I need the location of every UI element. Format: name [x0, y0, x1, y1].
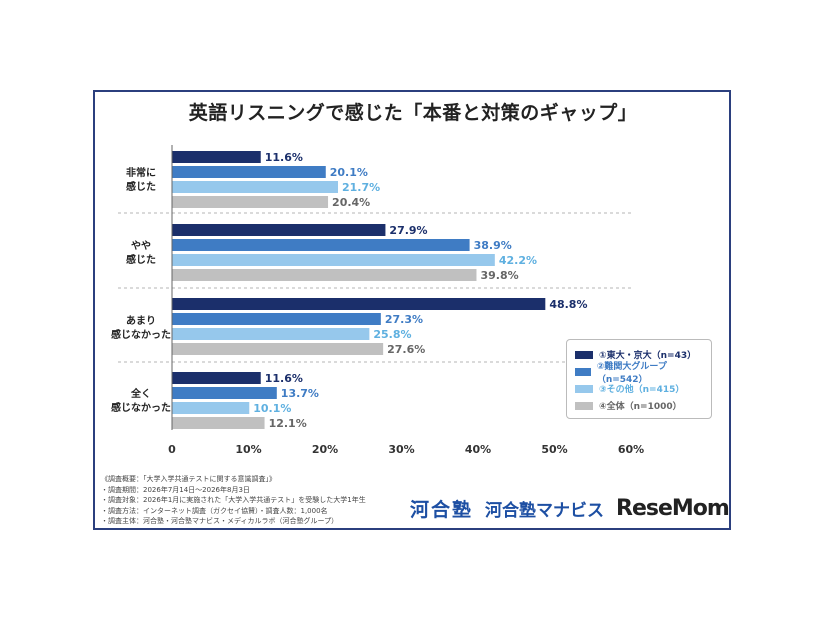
- data-label: 12.1%: [269, 417, 307, 430]
- category-label: あまり 感じなかった: [111, 316, 171, 341]
- legend-swatch: [575, 367, 591, 376]
- data-label: 27.6%: [387, 343, 425, 356]
- bar: [172, 313, 381, 325]
- x-tick-label: 10%: [235, 443, 261, 456]
- legend-label: ②難関大グループ（n=542）: [596, 361, 667, 385]
- data-label: 20.1%: [330, 166, 368, 179]
- legend-swatch: [575, 350, 593, 359]
- bar: [172, 328, 370, 340]
- category-label: やや 感じた: [126, 241, 156, 266]
- note-line: ・調査主体：河合塾・河合塾マナビス・メディカルラボ（河合塾グループ）: [101, 517, 339, 525]
- data-label: 27.9%: [389, 224, 427, 237]
- bar: [172, 181, 339, 193]
- x-tick-label: 30%: [388, 443, 414, 456]
- x-tick-label: 60%: [618, 443, 644, 456]
- bar: [172, 196, 329, 208]
- note-line: 《調査概要：「大学入学共通テストに関する意識調査」》: [101, 475, 276, 483]
- data-label: 11.6%: [265, 372, 303, 385]
- bar: [172, 402, 250, 414]
- bar: [172, 254, 495, 266]
- legend: ①東大・京大（n=43） ②難関大グループ（n=542） ③その他（n=415） ④全…: [566, 339, 712, 419]
- bar: [172, 387, 277, 399]
- x-tick-label: 20%: [312, 443, 338, 456]
- kawaijuku-logo: 河合塾: [410, 498, 474, 521]
- data-label: 10.1%: [253, 402, 291, 415]
- bar: [172, 239, 470, 251]
- data-label: 25.8%: [373, 328, 411, 341]
- bar: [172, 224, 386, 236]
- legend-label: ①東大・京大（n=43）: [599, 351, 697, 361]
- data-label: 48.8%: [549, 298, 587, 311]
- data-label: 11.6%: [265, 151, 303, 164]
- note-line: ・調査期間：2026年7月14日～2026年8月3日: [101, 485, 250, 494]
- manabis-logo: 河合塾マナビス: [485, 500, 605, 521]
- legend-item: ①東大・京大（n=43）: [575, 346, 703, 363]
- data-label: 27.3%: [385, 313, 423, 326]
- category-label: 全く 感じなかった: [111, 389, 171, 414]
- legend-swatch: [575, 401, 593, 410]
- legend-label: ④全体（n=1000）: [599, 402, 682, 412]
- data-label: 21.7%: [342, 181, 380, 194]
- note-line: ・調査方法：インターネット調査（ガクセイ協賛）・調査人数：1,000名: [101, 506, 328, 515]
- data-label: 20.4%: [332, 196, 370, 209]
- legend-swatch: [575, 384, 593, 393]
- bar: [172, 166, 326, 178]
- bar: [172, 298, 546, 310]
- chart-title: 英語リスニングで感じた「本番と対策のギャップ」: [188, 102, 638, 124]
- x-tick-label: 40%: [465, 443, 491, 456]
- data-label: 42.2%: [499, 254, 537, 267]
- category-label: 非常に 感じた: [126, 168, 156, 193]
- bar: [172, 417, 265, 429]
- legend-item: ③その他（n=415）: [575, 380, 703, 397]
- x-tick-label: 50%: [541, 443, 567, 456]
- legend-label: ③その他（n=415）: [599, 385, 685, 395]
- bar: [172, 372, 261, 384]
- data-label: 39.8%: [480, 269, 518, 282]
- resemom-logo: ReseMom: [616, 495, 730, 521]
- bar: [172, 343, 384, 355]
- bar: [172, 151, 261, 163]
- bar: [172, 269, 477, 281]
- legend-item: ④全体（n=1000）: [575, 397, 703, 414]
- data-label: 38.9%: [474, 239, 512, 252]
- x-tick-label: 0: [168, 443, 176, 456]
- legend-item: ②難関大グループ（n=542）: [575, 362, 703, 385]
- note-line: ・調査対象：2026年1月に実施された「大学入学共通テスト」を受験した大学1年生: [101, 496, 366, 504]
- data-label: 13.7%: [281, 387, 319, 400]
- logos: 河合塾 河合塾マナビス ReseMom: [410, 490, 730, 526]
- survey-notes: 《調査概要：「大学入学共通テストに関する意識調査」》 ・調査期間：2026年7月…: [101, 474, 411, 527]
